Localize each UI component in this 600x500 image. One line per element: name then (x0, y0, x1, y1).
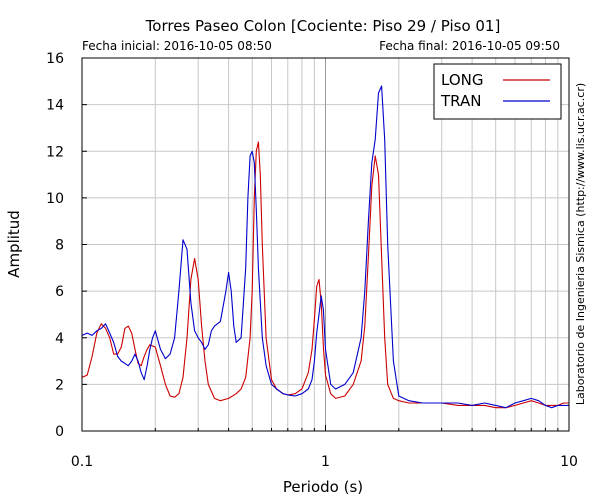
y-tick-label: 10 (46, 191, 64, 207)
y-tick-label: 16 (46, 51, 64, 67)
legend-label-tran: TRAN (440, 92, 481, 110)
legend-label-long: LONG (441, 71, 483, 89)
legend-box (433, 63, 562, 120)
chart-title: Torres Paseo Colon [Cociente: Piso 29 / … (145, 17, 501, 35)
y-tick-label: 12 (46, 144, 64, 160)
side-credit-label: Laboratorio de Ingenieria Sismica (http:… (574, 83, 587, 405)
start-date-label: Fecha inicial: 2016-10-05 08:50 (82, 39, 272, 53)
x-axis: 0.1 1 10 (71, 425, 578, 470)
y-tick-label: 14 (46, 98, 64, 114)
y-axis-label: Amplitud (5, 210, 23, 278)
y-tick-label: 6 (55, 284, 64, 300)
y-tick-label: 8 (55, 238, 64, 254)
series-line-tran (81, 85, 569, 409)
series-layer (81, 85, 569, 409)
x-tick-label: 1 (321, 454, 330, 470)
y-axis: 0 2 4 6 8 10 12 14 16 (46, 51, 87, 440)
y-tick-label: 2 (55, 377, 64, 393)
series-line-long (81, 141, 569, 409)
x-tick-label: 10 (560, 454, 578, 470)
x-axis-label: Periodo (s) (283, 478, 363, 496)
y-tick-label: 4 (55, 331, 64, 347)
legend: LONG TRAN (433, 63, 562, 120)
y-tick-label: 0 (55, 424, 64, 440)
end-date-label: Fecha final: 2016-10-05 09:50 (379, 39, 560, 53)
x-tick-label: 0.1 (71, 454, 93, 470)
